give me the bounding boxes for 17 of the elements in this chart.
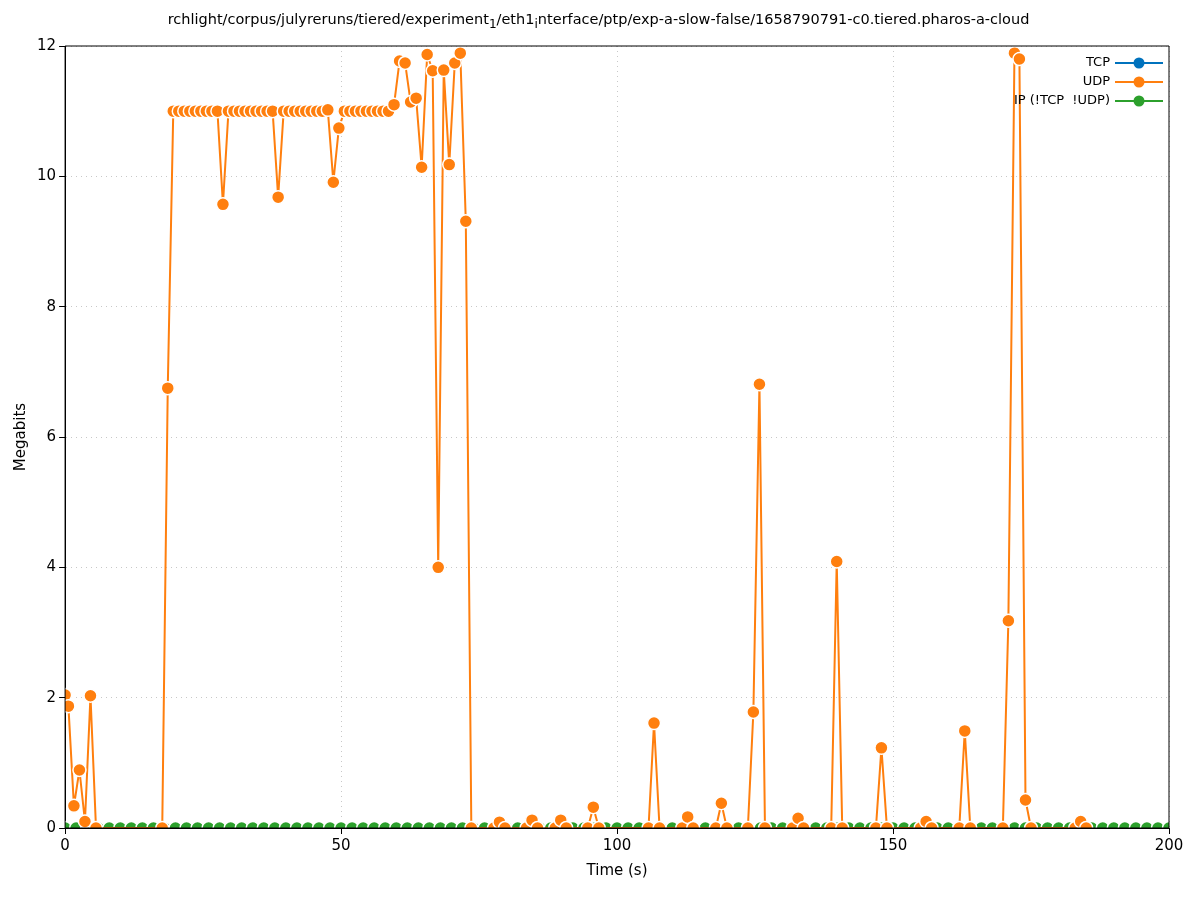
x-tick-label: 100 [602,835,632,854]
x-tick-label: 150 [878,835,908,854]
x-tick-label: 0 [60,835,70,854]
y-tick-label: 8 [46,296,57,315]
y-tick-label: 2 [46,687,57,706]
legend-label: UDP [1082,73,1111,89]
y-tick-label: 10 [36,166,57,185]
legend-label: TCP [1084,54,1111,70]
x-tick-label: 200 [1154,835,1184,854]
y-tick-label: 12 [36,35,57,54]
y-tick-label: 0 [46,817,57,836]
y-axis-title: Megabits [10,402,29,472]
x-tick-label: 50 [331,835,351,854]
y-tick-label: 4 [46,557,57,576]
chart-title: rchlight/corpus/julyreruns/tiered/experiment$_{1}$/eth1$_{i}$nterface/ptp/exp-a-slow-false/1658790791-c0.tiered.pharos-a-cloud [166,10,1031,33]
y-tick-label: 6 [46,426,57,445]
x-axis-title: Time (s) [585,860,648,879]
